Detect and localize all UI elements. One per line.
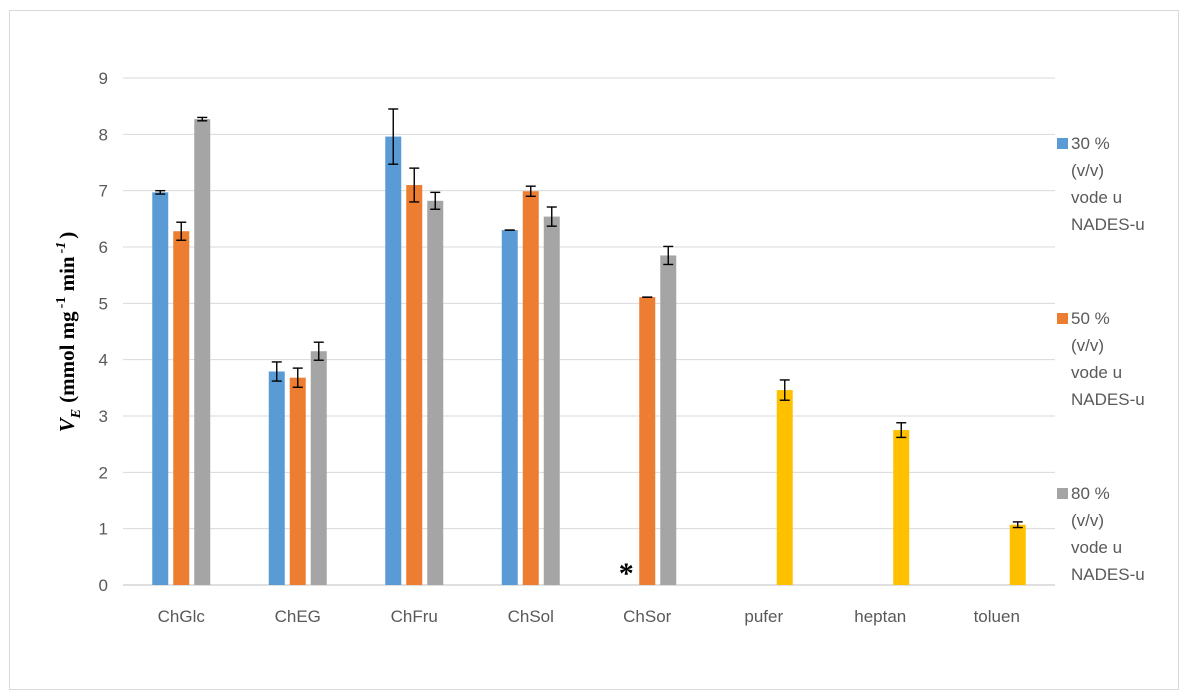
gridlines	[123, 77, 1055, 586]
bar	[385, 136, 402, 585]
bar	[268, 371, 285, 585]
y-tick-label: 5	[99, 294, 108, 313]
x-tick-label: ChGlc	[158, 607, 206, 626]
x-tick-label: pufer	[744, 607, 783, 626]
x-axis-ticks: ChGlc ChEG ChFru ChSol ChSor pufer heptan tolue…	[158, 607, 1020, 626]
y-axis-ticks: 0 1 2 3 4 5 6 7 8 9	[99, 69, 108, 595]
legend-label: vode u	[1071, 188, 1122, 207]
bar	[194, 119, 211, 585]
bar	[893, 430, 910, 585]
bar	[152, 192, 169, 585]
legend-label: 80 %	[1071, 484, 1110, 503]
legend-label: NADES-u	[1071, 390, 1145, 409]
asterisk-annotation: *	[619, 557, 634, 590]
legend-label: (v/v)	[1071, 511, 1104, 530]
bar	[776, 390, 793, 585]
legend-swatch	[1057, 488, 1068, 499]
y-axis-label: VE(mmol mg-1 min-1)	[54, 232, 84, 433]
legend-label: NADES-u	[1071, 565, 1145, 584]
legend-swatch	[1057, 138, 1068, 149]
bar	[406, 185, 423, 586]
y-tick-label: 2	[99, 463, 108, 482]
legend-label: NADES-u	[1071, 215, 1145, 234]
bar	[310, 351, 327, 585]
annotations: *	[619, 557, 634, 590]
x-tick-label: ChFru	[391, 607, 438, 626]
bar	[501, 230, 518, 585]
legend-label: vode u	[1071, 538, 1122, 557]
x-tick-label: heptan	[854, 607, 906, 626]
bar	[1009, 524, 1026, 585]
x-tick-label: ChSol	[508, 607, 554, 626]
x-tick-label: ChEG	[275, 607, 321, 626]
y-tick-label: 7	[99, 182, 108, 201]
legend-label: (v/v)	[1071, 336, 1104, 355]
legend-label: 30 %	[1071, 134, 1110, 153]
y-tick-label: 6	[99, 238, 108, 257]
legend-swatch	[1057, 313, 1068, 324]
legend-label: (v/v)	[1071, 161, 1104, 180]
y-tick-label: 3	[99, 407, 108, 426]
y-tick-label: 9	[99, 69, 108, 88]
bar	[522, 191, 539, 586]
bar	[639, 297, 656, 585]
legend-label: 50 %	[1071, 309, 1110, 328]
y-tick-label: 1	[99, 520, 108, 539]
error-bars	[155, 108, 1023, 529]
bar	[289, 377, 306, 585]
y-tick-label: 4	[99, 351, 108, 370]
legend-label: vode u	[1071, 363, 1122, 382]
bars	[152, 119, 1026, 586]
bar	[173, 231, 190, 585]
x-tick-label: ChSor	[623, 607, 672, 626]
bar	[660, 255, 677, 585]
bar	[427, 200, 444, 585]
y-tick-label: 8	[99, 125, 108, 144]
bar	[543, 216, 560, 585]
x-tick-label: toluen	[974, 607, 1020, 626]
y-tick-label: 0	[99, 576, 108, 595]
legend: 30 % (v/v) vode u NADES-u 50 % (v/v) vode u NAD…	[1057, 134, 1145, 584]
